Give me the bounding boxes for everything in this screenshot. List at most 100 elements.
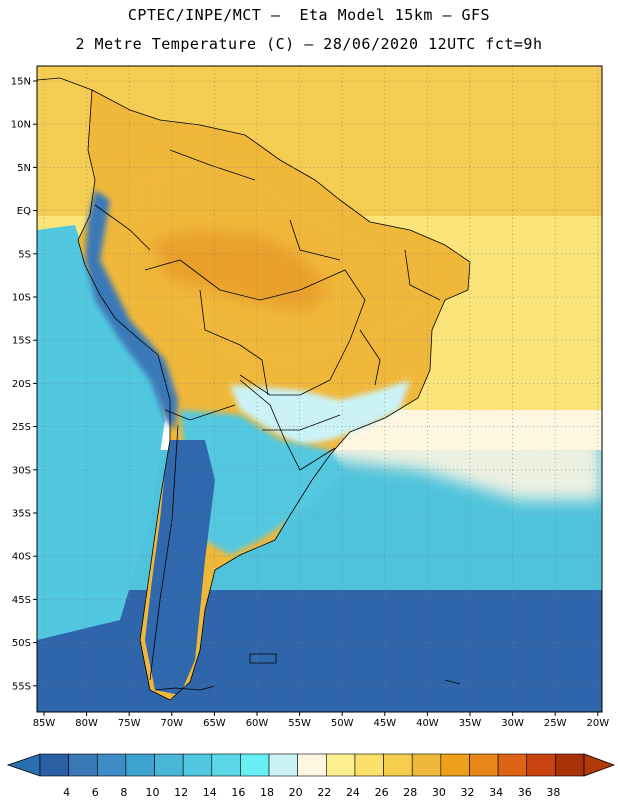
colorbar-swatch (526, 753, 556, 777)
colorbar-swatch (555, 753, 585, 777)
colorbar-swatch (469, 753, 499, 777)
colorbar-swatch (125, 753, 155, 777)
central-america-coast (37, 77, 93, 91)
lon-label: 85W (33, 718, 56, 729)
lat-label: 5S (18, 249, 31, 260)
lat-label: 40S (12, 552, 31, 563)
colorbar-swatch (154, 753, 184, 777)
map-title-line-2: 2 Metre Temperature (C) – 28/06/2020 12U… (75, 35, 543, 53)
colorbar-swatch (68, 753, 98, 777)
colorbar-label: 34 (489, 786, 503, 799)
colorbar-label: 10 (146, 786, 160, 799)
colorbar-swatch (96, 753, 127, 777)
lon-label: 60W (246, 718, 269, 729)
lon-label: 75W (118, 718, 141, 729)
lat-label: 35S (12, 509, 31, 520)
lat-label: 55S (12, 681, 31, 692)
colorbar-label: 4 (63, 786, 70, 799)
andes-cold-ridge (85, 190, 178, 430)
map-title-line-1: CPTEC/INPE/MCT – Eta Model 15km – GFS (127, 6, 491, 24)
lon-label: 55W (288, 718, 311, 729)
tierra-del-fuego (154, 685, 216, 691)
lat-label: 15N (11, 77, 31, 88)
latitude-axis: 15N 10N 5N EQ 5S 10S 15S 20S 25S 30S 35S 40S 45S 50S 5… (11, 77, 37, 692)
colorbar-swatch (240, 753, 270, 777)
colorbar-label: 32 (460, 786, 474, 799)
southeast-mild-zone (230, 380, 410, 445)
lat-label: 25S (12, 422, 31, 433)
chile-argentina-north (164, 404, 236, 421)
coastline (77, 89, 471, 701)
lat-label: 20S (12, 379, 31, 390)
colorbar-swatch (211, 753, 241, 777)
colorbar-label: 24 (346, 786, 360, 799)
colorbar-label: 14 (203, 786, 217, 799)
lon-label: 30W (501, 718, 524, 729)
colorbar-label: 22 (317, 786, 331, 799)
colorbar-swatch (411, 753, 442, 777)
temperature-field (37, 66, 602, 712)
country-borders (37, 77, 471, 701)
brazil-west-border (144, 259, 366, 396)
longitude-axis: 85W 80W 75W 70W 65W 60W 55W 50W 45W 40W 35W 30W 25W 2… (33, 712, 609, 729)
patagonia-cold-zone (145, 440, 215, 695)
colombia-peru-border (94, 204, 151, 251)
south-georgia (444, 679, 461, 685)
lon-label: 50W (331, 718, 354, 729)
colorbar-label: 28 (403, 786, 417, 799)
brazil-northeast-line (404, 249, 441, 301)
pacific-field (37, 225, 165, 640)
chile-argentina-border (149, 424, 179, 681)
colorbar-label: 38 (546, 786, 560, 799)
lat-label: 45S (12, 595, 31, 606)
lat-label: 10N (11, 120, 31, 131)
colorbar-label: 18 (260, 786, 274, 799)
lon-label: 70W (160, 718, 183, 729)
colorbar-label: 26 (375, 786, 389, 799)
transition-field (270, 420, 602, 500)
colorbar-label: 20 (289, 786, 303, 799)
colorbar-swatch (182, 753, 213, 777)
lon-label: 45W (373, 718, 396, 729)
colorbar-swatch (440, 753, 470, 777)
colorbar-swatch (39, 753, 69, 777)
lat-label: 50S (12, 638, 31, 649)
lat-label: 5N (17, 163, 31, 174)
colorbar-high-arrow (583, 753, 616, 777)
amazon-hot-zone (150, 230, 330, 310)
south-cool-zone (180, 410, 345, 555)
falklands-islands (250, 654, 276, 663)
falklands-outline (249, 653, 277, 664)
colorbar-low-arrow (6, 753, 41, 777)
colorbar-swatch (354, 753, 384, 777)
colorbar-label: 8 (120, 786, 127, 799)
lat-label: 10S (12, 293, 31, 304)
paraguay-border (239, 379, 286, 441)
colorbar-label: 6 (92, 786, 99, 799)
lat-label: 15S (12, 336, 31, 347)
lon-label: 65W (203, 718, 226, 729)
lon-label: 80W (75, 718, 98, 729)
brazil-north-state-line (289, 219, 341, 261)
colorbar-label: 30 (432, 786, 446, 799)
uruguay-border (284, 439, 336, 471)
map-frame (36, 65, 603, 713)
bolivia-border (199, 289, 269, 396)
brazil-south-state-line (262, 414, 341, 431)
temperature-colorbar: 4 6 8 10 12 14 16 18 20 22 24 26 28 30 32 34 36 38 (6, 753, 616, 799)
lon-label: 20W (586, 718, 609, 729)
colorbar-swatch (297, 753, 327, 777)
colorbar-swatch (326, 753, 356, 777)
brazil-state-line (359, 329, 381, 386)
colorbar-label: 36 (518, 786, 532, 799)
lon-label: 40W (416, 718, 439, 729)
southern-ocean-field (37, 590, 602, 712)
colorbar-swatch (268, 753, 298, 777)
lat-label: 30S (12, 465, 31, 476)
colorbar-label: 16 (231, 786, 245, 799)
lat-label: EQ (17, 206, 31, 217)
colorbar-swatch (383, 753, 413, 777)
colorbar-swatch (497, 753, 528, 777)
colorbar-label: 12 (174, 786, 188, 799)
